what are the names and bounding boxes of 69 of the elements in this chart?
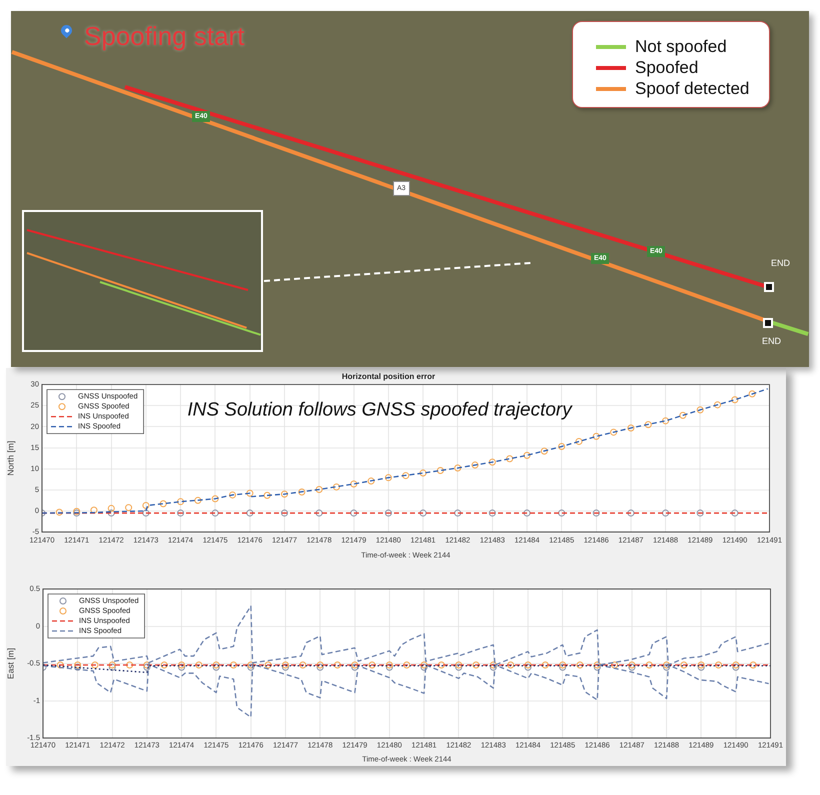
point	[384, 510, 392, 517]
point	[125, 504, 132, 512]
point	[748, 390, 756, 398]
point	[350, 480, 358, 488]
point	[402, 472, 410, 480]
point	[558, 443, 566, 450]
point	[160, 500, 167, 508]
chart-title: Horizontal position error	[342, 372, 436, 382]
y-axis-title: North [m]	[5, 440, 16, 476]
point	[246, 510, 254, 517]
point	[177, 498, 184, 506]
point	[316, 486, 323, 493]
point	[280, 490, 288, 498]
point	[558, 510, 566, 517]
point	[610, 428, 618, 436]
point	[731, 510, 738, 517]
point	[142, 510, 150, 517]
point	[420, 470, 427, 477]
point	[368, 478, 375, 485]
point	[506, 455, 514, 462]
point	[142, 502, 150, 509]
point	[229, 491, 236, 498]
text: Spoofing start	[84, 21, 244, 51]
point	[384, 474, 392, 482]
point	[627, 510, 634, 517]
point	[472, 462, 479, 469]
point	[316, 510, 323, 517]
point	[696, 510, 704, 517]
point	[212, 510, 219, 517]
point	[212, 495, 219, 502]
point	[332, 483, 340, 490]
point	[264, 492, 271, 499]
point	[194, 496, 202, 504]
point	[436, 467, 444, 474]
point	[662, 510, 670, 517]
point	[592, 510, 600, 517]
point	[488, 458, 496, 466]
point	[454, 464, 462, 472]
point	[644, 421, 652, 428]
point	[575, 438, 582, 445]
point	[280, 510, 288, 517]
point	[731, 396, 738, 404]
text: END	[762, 336, 782, 346]
legend-label: Spoofed	[635, 58, 698, 77]
point	[696, 406, 704, 414]
point	[523, 452, 530, 459]
point	[108, 510, 115, 517]
point	[454, 510, 462, 517]
point	[679, 412, 686, 419]
legend-label: Not spoofed	[635, 37, 727, 56]
point	[298, 488, 306, 496]
point	[540, 448, 548, 455]
point	[420, 510, 427, 517]
point	[246, 490, 254, 497]
point	[90, 506, 98, 514]
point	[662, 417, 670, 424]
point	[177, 510, 184, 517]
point	[488, 510, 496, 517]
point	[108, 504, 115, 512]
legend-label: Spoof detected	[635, 79, 750, 98]
point	[592, 432, 600, 440]
point	[714, 401, 722, 408]
annotation: INS Solution follows GNSS spoofed trajectory	[187, 400, 574, 421]
y-axis-title: East [m]	[5, 648, 16, 680]
text: END	[771, 258, 790, 268]
point	[627, 424, 634, 432]
point	[350, 510, 358, 517]
point	[523, 510, 530, 517]
point	[56, 508, 63, 516]
